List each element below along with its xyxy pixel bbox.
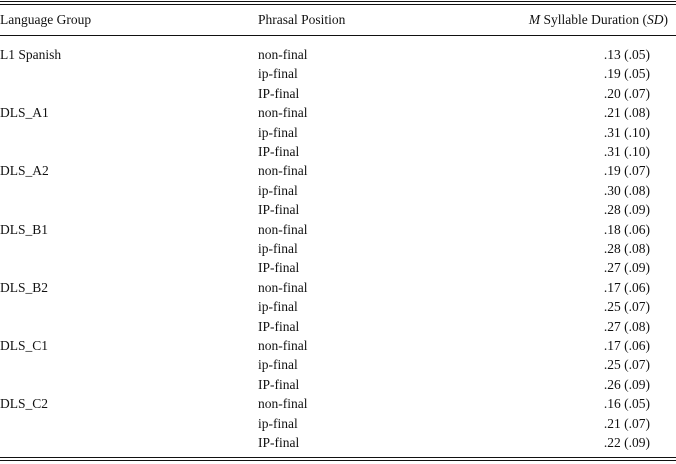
group-name: DLS_C2 <box>0 396 49 412</box>
header-part: Syllable Duration ( <box>540 12 647 27</box>
header-part: SD <box>647 12 664 27</box>
duration-value: .28 (.08) <box>603 241 650 256</box>
duration-value: .25 (.07) <box>603 299 650 315</box>
phrasal-position: ip-final <box>258 66 298 82</box>
group-name: DLS_A1 <box>0 105 49 121</box>
duration-value: .30 (.08) <box>603 182 650 198</box>
duration-value: .27 (.09) <box>603 260 650 276</box>
group-name: DLS_B1 <box>0 221 49 237</box>
group-name: DLS_C1 <box>0 338 49 353</box>
duration-value: .16 (.05) <box>603 396 650 412</box>
phrasal-position: ip-final <box>258 182 298 198</box>
header-rule <box>0 35 676 36</box>
header-cell: Phrasal Position <box>258 12 346 27</box>
phrasal-position: non-final <box>258 396 308 412</box>
phrasal-position: IP-final <box>258 376 300 392</box>
phrasal-position: IP-final <box>258 435 300 450</box>
phrasal-position: IP-final <box>258 85 300 101</box>
phrasal-position: non-final <box>258 221 308 237</box>
duration-value: .26 (.09) <box>603 376 650 392</box>
phrasal-position: ip-final <box>258 241 298 256</box>
top-rule <box>0 1 676 2</box>
phrasal-position: non-final <box>258 338 308 353</box>
phrasal-position: ip-final <box>258 299 298 315</box>
header-part: ) <box>663 12 669 27</box>
phrasal-position: non-final <box>258 163 308 179</box>
duration-value: .27 (.08) <box>603 318 650 334</box>
duration-value: .31 (.10) <box>603 144 650 159</box>
duration-value: .20 (.07) <box>603 85 650 101</box>
duration-value: .21 (.07) <box>603 415 650 431</box>
bottom-rule <box>0 457 676 458</box>
duration-value: .28 (.09) <box>603 202 650 218</box>
group-name: L1 Spanish <box>0 47 62 62</box>
phrasal-position: non-final <box>258 279 308 295</box>
phrasal-position: IP-final <box>258 260 300 276</box>
duration-value: .19 (.07) <box>603 163 650 179</box>
duration-value: .19 (.05) <box>603 66 650 82</box>
group-name: DLS_B2 <box>0 279 49 295</box>
bottom-rule <box>0 460 676 461</box>
phrasal-position: ip-final <box>258 124 298 140</box>
duration-value: .25 (.07) <box>603 357 650 373</box>
phrasal-position: non-final <box>258 105 308 121</box>
duration-value: .13 (.05) <box>603 47 650 62</box>
phrasal-position: ip-final <box>258 415 298 431</box>
header-cell: Language Group <box>0 12 92 27</box>
top-rule <box>0 4 676 5</box>
group-name: DLS_A2 <box>0 163 49 179</box>
duration-value: .22 (.09) <box>603 435 650 450</box>
phrasal-position: IP-final <box>258 202 300 218</box>
duration-value: .17 (.06) <box>603 279 650 295</box>
duration-value: .18 (.06) <box>603 221 650 237</box>
phrasal-position: ip-final <box>258 357 298 373</box>
phrasal-position: non-final <box>258 47 308 62</box>
header-cell: M Syllable Duration (SD) <box>529 12 668 28</box>
duration-value: .21 (.08) <box>603 105 650 121</box>
duration-value: .17 (.06) <box>603 338 650 353</box>
duration-value: .31 (.10) <box>603 124 650 140</box>
phrasal-position: IP-final <box>258 318 300 334</box>
phrasal-position: IP-final <box>258 144 300 159</box>
header-part: M <box>528 12 541 27</box>
